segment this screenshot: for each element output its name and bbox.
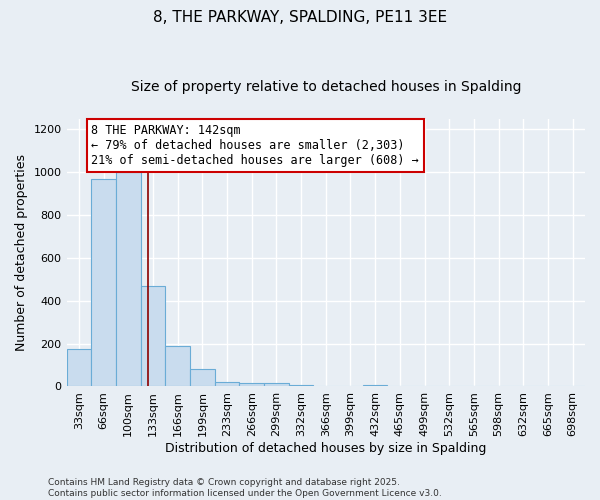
Text: 8 THE PARKWAY: 142sqm
← 79% of detached houses are smaller (2,303)
21% of semi-d: 8 THE PARKWAY: 142sqm ← 79% of detached …: [91, 124, 419, 167]
Text: Contains HM Land Registry data © Crown copyright and database right 2025.
Contai: Contains HM Land Registry data © Crown c…: [48, 478, 442, 498]
Title: Size of property relative to detached houses in Spalding: Size of property relative to detached ho…: [131, 80, 521, 94]
Bar: [363, 384, 388, 386]
Bar: [239, 382, 264, 386]
Bar: [116, 172, 140, 386]
Bar: [264, 384, 289, 386]
Bar: [91, 178, 116, 386]
Bar: [67, 349, 91, 387]
Bar: [215, 382, 239, 386]
Y-axis label: Number of detached properties: Number of detached properties: [15, 154, 28, 351]
Bar: [190, 370, 215, 386]
Bar: [140, 286, 165, 386]
Bar: [165, 346, 190, 387]
Text: 8, THE PARKWAY, SPALDING, PE11 3EE: 8, THE PARKWAY, SPALDING, PE11 3EE: [153, 10, 447, 25]
X-axis label: Distribution of detached houses by size in Spalding: Distribution of detached houses by size …: [165, 442, 487, 455]
